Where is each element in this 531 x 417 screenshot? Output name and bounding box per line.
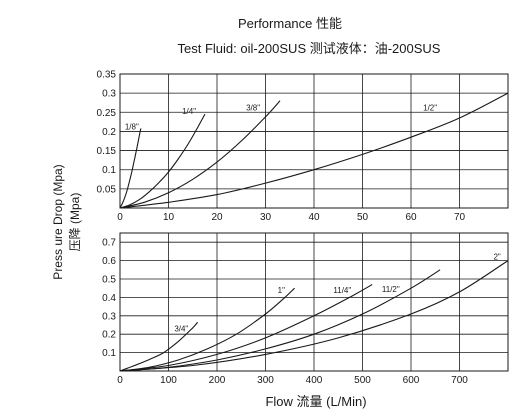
- chart-subtitle: Test Fluid: oil-200SUS 测试液体：油-200SUS: [178, 41, 441, 56]
- bottom-series-label-1: 1": [278, 286, 285, 295]
- bottom-series-line-0: [119, 321, 199, 372]
- top-x-tick-label: 40: [308, 212, 320, 223]
- bottom-series-label-2: 11/4": [333, 286, 351, 295]
- top-y-tick-label: 0.3: [102, 89, 116, 100]
- bottom-plot-frame: [119, 232, 509, 372]
- y-axis-label-cn: 压降 (Mpa): [68, 193, 82, 252]
- top-x-tick-label: 70: [454, 212, 466, 223]
- bottom-x-tick-label: 0: [117, 375, 123, 386]
- bottom-y-tick-label: 0.5: [102, 275, 116, 286]
- bottom-x-tick-label: 600: [403, 375, 420, 386]
- bottom-series-line-2: [119, 284, 373, 372]
- top-x-tick-label: 30: [260, 212, 272, 223]
- bottom-y-tick-label: 0.2: [102, 330, 116, 341]
- top-series-line-1: [119, 113, 206, 209]
- top-x-tick-label: 60: [405, 212, 417, 223]
- bottom-y-tick-label: 0.4: [102, 293, 116, 304]
- top-x-tick-label: 0: [117, 212, 123, 223]
- top-y-tick-label: 0.35: [97, 70, 117, 81]
- bottom-series-line-1: [119, 287, 295, 372]
- top-plot-frame: [119, 73, 509, 209]
- top-y-tick-label: 0.25: [97, 108, 117, 119]
- bottom-series-line-4: [119, 260, 509, 372]
- bottom-x-tick-label: 700: [451, 375, 468, 386]
- bottom-x-tick-label: 400: [306, 375, 323, 386]
- bottom-y-tick-label: 0.6: [102, 256, 116, 267]
- top-series-label-0: 1/8": [125, 123, 139, 132]
- bottom-x-tick-label: 100: [160, 375, 177, 386]
- top-series-line-2: [119, 100, 281, 209]
- top-series-label-2: 3/8": [246, 103, 260, 112]
- x-axis-label: Flow 流量 (L/Min): [265, 394, 366, 409]
- top-series-label-3: 1/2": [423, 103, 437, 112]
- top-x-tick-label: 50: [357, 212, 369, 223]
- bottom-y-tick-label: 0.3: [102, 311, 116, 322]
- bottom-y-tick-label: 0.7: [102, 238, 116, 249]
- top-y-tick-label: 0.05: [97, 184, 117, 195]
- bottom-x-tick-label: 200: [209, 375, 226, 386]
- top-y-tick-label: 0.2: [102, 127, 116, 138]
- bottom-series-label-4: 2": [493, 253, 500, 262]
- top-panel: 0.05 0.1 0.15 0.2 0.25 0.3 0.35 0 10 20 30 40 50 60 70…: [97, 70, 509, 223]
- bottom-x-tick-label: 500: [354, 375, 371, 386]
- bottom-x-tick-label: 300: [257, 375, 274, 386]
- top-series-label-1: 1/4": [182, 107, 196, 116]
- top-series-line-0: [119, 128, 142, 209]
- bottom-series-label-0: 3/4": [174, 324, 188, 333]
- bottom-series-label-3: 11/2": [382, 285, 400, 294]
- top-x-tick-label: 20: [211, 212, 223, 223]
- top-y-tick-label: 0.15: [97, 146, 117, 157]
- chart-title: Performance 性能: [238, 16, 342, 31]
- bottom-y-tick-label: 0.1: [102, 348, 116, 359]
- top-series-line-3: [119, 92, 509, 209]
- top-y-tick-label: 0.1: [102, 165, 116, 176]
- y-axis-label-en: Press ure Drop (Mpa): [51, 164, 65, 279]
- top-x-tick-label: 10: [163, 212, 175, 223]
- bottom-panel: 0.1 0.2 0.3 0.4 0.5 0.6 0.7 0 100 200 300 400 500 600…: [102, 232, 509, 386]
